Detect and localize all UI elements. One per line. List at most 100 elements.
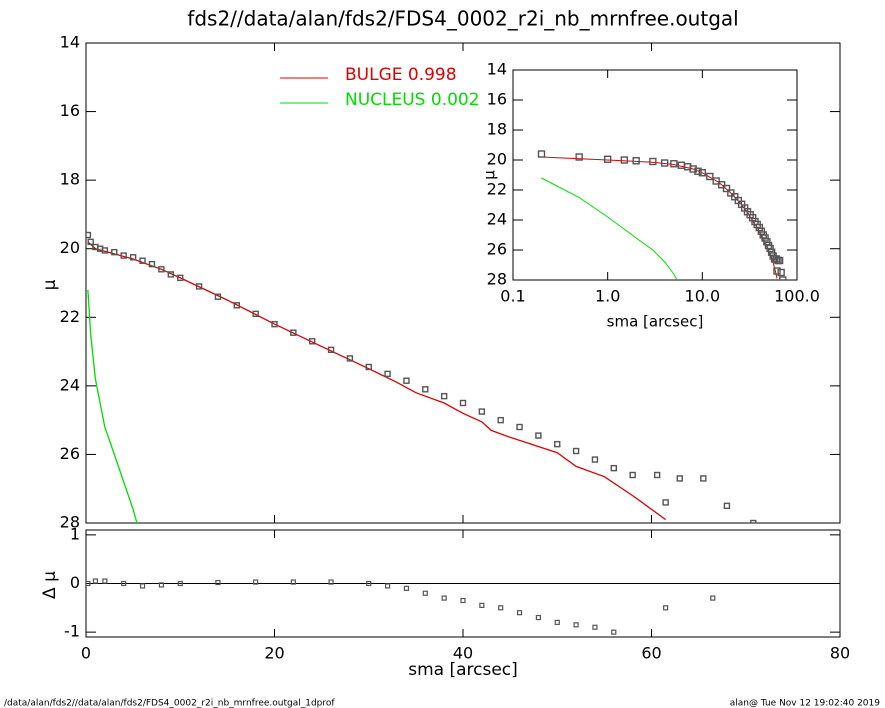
data-point — [632, 157, 640, 165]
residual-point — [290, 579, 296, 585]
data-point — [572, 447, 580, 455]
data-point — [603, 155, 612, 163]
residual-point — [215, 579, 221, 586]
residual-point — [535, 614, 542, 621]
y-tick-label: 18 — [60, 170, 80, 189]
data-point — [629, 471, 636, 479]
x-tick-label: 1.0 — [595, 287, 620, 306]
residual-point — [92, 578, 99, 584]
legend-label: NUCLEUS 0.002 — [345, 90, 480, 110]
data-point — [537, 150, 546, 158]
residual-point — [385, 583, 391, 589]
data-point — [649, 157, 657, 166]
y-tick-label: 28 — [60, 513, 80, 532]
x-axis-label: sma [arcsec] — [408, 660, 518, 680]
plot-area — [86, 578, 840, 635]
residual-point — [102, 578, 108, 584]
data-point — [775, 256, 784, 265]
data-point — [757, 227, 766, 235]
data-point — [717, 181, 726, 189]
y-tick-label: 14 — [487, 60, 507, 79]
data-point — [497, 416, 504, 424]
residual-point — [663, 605, 669, 611]
data-point — [700, 475, 707, 482]
data-point — [722, 184, 731, 193]
data-point — [233, 302, 241, 309]
data-point — [750, 519, 757, 523]
data-point — [214, 293, 222, 300]
data-point — [129, 254, 137, 261]
x-tick-label: 0.1 — [500, 287, 525, 306]
data-point — [610, 464, 617, 472]
profile-line — [87, 241, 666, 521]
data-point — [766, 244, 774, 253]
profile-line — [87, 289, 138, 523]
data-point — [662, 499, 669, 506]
residual-point — [554, 619, 560, 626]
residual-point — [498, 605, 504, 611]
y-tick-label: 16 — [487, 90, 507, 109]
data-point — [365, 363, 372, 371]
residual-point — [121, 580, 127, 587]
residual-point — [592, 624, 598, 630]
data-point — [403, 377, 410, 384]
y-tick-label: 20 — [487, 150, 507, 169]
data-point — [660, 159, 669, 167]
data-point — [290, 329, 297, 336]
data-point — [327, 346, 335, 354]
residual-point — [710, 595, 716, 601]
data-point — [271, 320, 278, 328]
residual-point — [139, 583, 146, 589]
data-point — [653, 471, 661, 479]
y-tick-label: -1 — [64, 622, 80, 641]
y-tick-label: 16 — [60, 101, 80, 120]
data-point — [767, 248, 776, 256]
data-point — [761, 234, 769, 242]
y-tick-label: 0 — [70, 573, 80, 592]
data-point — [591, 456, 599, 463]
y-axis-label: μ — [481, 170, 499, 180]
data-point — [177, 274, 184, 282]
residual-point — [366, 580, 372, 587]
data-point — [440, 392, 448, 400]
footer-right: alan@ Tue Nov 12 19:02:40 2019 — [730, 699, 881, 708]
residual-point — [516, 610, 523, 616]
plot-area — [537, 150, 787, 280]
profile-line — [541, 177, 678, 280]
data-point — [727, 189, 735, 197]
y-tick-label: 22 — [487, 180, 507, 199]
y-tick-label: 18 — [487, 120, 507, 139]
x-tick-label: 40 — [453, 644, 473, 663]
x-tick-label: 100.0 — [774, 287, 820, 306]
data-point — [712, 177, 720, 185]
data-point — [777, 268, 785, 277]
data-point — [86, 231, 92, 239]
data-point — [139, 257, 146, 264]
data-point — [706, 172, 714, 181]
data-point — [670, 160, 678, 168]
data-point — [167, 271, 175, 278]
x-tick-label: 10.0 — [685, 287, 721, 306]
y-tick-label: 26 — [60, 444, 80, 463]
data-point — [575, 153, 583, 161]
y-tick-label: 22 — [60, 307, 80, 326]
y-axis-label: Δ μ — [40, 571, 60, 599]
residual-point — [611, 629, 617, 635]
data-point — [676, 475, 683, 482]
data-point — [120, 252, 127, 259]
data-point — [346, 355, 354, 362]
data-point — [148, 260, 156, 268]
residual-point — [177, 580, 183, 587]
data-point — [111, 248, 118, 256]
data-point — [755, 223, 764, 232]
x-tick-label: 20 — [264, 644, 284, 663]
data-point — [535, 432, 542, 439]
y-tick-label: 20 — [60, 238, 80, 257]
residual-point — [86, 580, 91, 587]
data-point — [459, 399, 467, 407]
residual-point — [441, 595, 447, 601]
residual-point — [422, 590, 428, 596]
data-point — [252, 310, 259, 318]
